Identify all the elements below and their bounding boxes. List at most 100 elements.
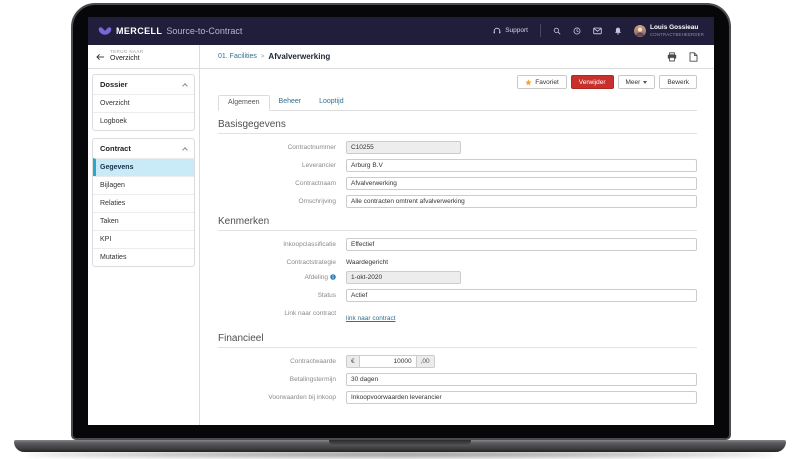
laptop-shadow [26, 451, 774, 458]
field-control [346, 238, 697, 251]
favorite-button[interactable]: Favoriet [517, 75, 567, 89]
support-button[interactable]: Support [493, 27, 528, 35]
brand-name: MERCELL [116, 26, 163, 36]
support-label: Support [505, 27, 528, 35]
chevron-up-icon [182, 146, 188, 153]
edit-label: Bewerk [667, 78, 689, 86]
tab-algemeen[interactable]: Algemeen [218, 95, 270, 111]
afdeling-input[interactable] [346, 271, 461, 284]
caret-down-icon [643, 80, 648, 84]
breadcrumb-separator: > [260, 53, 265, 60]
contractnummer-input[interactable] [346, 141, 461, 154]
contractwaarde-label: Contractwaarde [290, 358, 336, 365]
status-label: Status [317, 292, 336, 299]
section-title-kenmerken: Kenmerken [218, 216, 697, 231]
sidebar-group-dossier: Dossier Overzicht Logboek [92, 74, 195, 131]
contractnaam-input[interactable] [346, 177, 697, 190]
history-icon[interactable] [573, 27, 581, 35]
leverancier-input[interactable] [346, 159, 697, 172]
contract-link[interactable]: link naar contract [346, 315, 396, 322]
form-row: Contractnaam [218, 177, 697, 190]
field-control [346, 391, 697, 404]
tab-bar: Algemeen Beheer Looptijd [218, 95, 697, 111]
tab-beheer[interactable]: Beheer [278, 98, 302, 105]
field-control: Waardegericht [346, 256, 697, 266]
contractstrategie-value: Waardegericht [346, 259, 389, 266]
form-row: Betalingstermijn [218, 373, 697, 386]
inkoopclassificatie-label: Inkoopclassificatie [283, 241, 336, 248]
breadcrumb: 01. Facilities > Afvalverwerking [200, 45, 667, 68]
field-control [346, 271, 697, 284]
voorwaarden-bij-inkoop-input[interactable] [346, 391, 697, 404]
contractwaarde-input-group: € ,00 [346, 355, 435, 368]
status-input[interactable] [346, 289, 697, 302]
laptop-base-notch [329, 440, 471, 446]
inkoopclassificatie-input[interactable] [346, 238, 697, 251]
voorwaarden-bij-inkoop-label: Voorwaarden bij inkoop [268, 394, 336, 401]
user-role: CONTRACTBEHEERDER [649, 32, 704, 38]
contractwaarde-input[interactable] [358, 355, 417, 368]
form-row: Voorwaarden bij inkoop [218, 391, 697, 404]
form-row: Inkoopclassificatie [218, 238, 697, 251]
section-title-basisgegevens: Basisgegevens [218, 119, 697, 134]
user-name: Louis Gossieau [649, 24, 699, 32]
sidebar-item-gegevens[interactable]: Gegevens [93, 158, 194, 176]
brand-product: Source-to-Contract [166, 26, 243, 36]
sidebar: Dossier Overzicht Logboek Contract Gegev… [88, 69, 200, 425]
sidebar-group-contract: Contract Gegevens Bijlagen Relaties Take… [92, 138, 195, 267]
leverancier-label: Leverancier [302, 162, 336, 169]
betalingstermijn-input[interactable] [346, 373, 697, 386]
back-button[interactable]: TERUG NAAR Overzicht [88, 45, 200, 68]
link-naar-contract-label: Link naar contract [284, 310, 336, 317]
omschrijving-input[interactable] [346, 195, 697, 208]
sidebar-item-logboek[interactable]: Logboek [93, 112, 194, 130]
delete-label: Verwijder [578, 78, 606, 86]
back-arrow-icon [96, 53, 105, 61]
contractnummer-label: Contractnummer [287, 144, 336, 151]
edit-button[interactable]: Bewerk [659, 75, 697, 89]
breadcrumb-parent-link[interactable]: 01. Facilities [218, 53, 257, 60]
laptop-frame: MERCELL Source-to-Contract Support [71, 3, 731, 440]
tab-looptijd[interactable]: Looptijd [319, 98, 344, 105]
document-export-icon[interactable] [689, 51, 698, 62]
back-small-label: TERUG NAAR [110, 49, 144, 55]
brand-logo[interactable]: MERCELL Source-to-Contract [98, 26, 242, 36]
contractstrategie-label: Contractstrategie [286, 259, 337, 266]
more-button[interactable]: Meer [617, 75, 656, 89]
sidebar-group-dossier-header[interactable]: Dossier [93, 75, 194, 94]
subheader: TERUG NAAR Overzicht 01. Facilities > Af… [88, 45, 714, 69]
back-text: TERUG NAAR Overzicht [110, 49, 144, 63]
app-body: Dossier Overzicht Logboek Contract Gegev… [88, 69, 714, 425]
mail-icon[interactable] [593, 27, 602, 35]
sidebar-group-contract-header[interactable]: Contract [93, 139, 194, 158]
decimals-suffix: ,00 [416, 355, 435, 368]
sidebar-group-title: Dossier [100, 80, 128, 89]
form-row: Afdeling [218, 271, 697, 284]
omschrijving-label: Omschrijving [298, 198, 336, 205]
sidebar-item-overzicht[interactable]: Overzicht [93, 94, 194, 112]
delete-button[interactable]: Verwijder [570, 75, 614, 89]
sidebar-item-taken[interactable]: Taken [93, 212, 194, 230]
betalingstermijn-label: Betalingstermijn [289, 376, 336, 383]
sidebar-item-kpi[interactable]: KPI [93, 230, 194, 248]
navbar-right: Support [493, 24, 704, 38]
back-target-label: Overzicht [110, 54, 140, 62]
subheader-icons [667, 45, 698, 68]
user-menu[interactable]: Louis Gossieau CONTRACTBEHEERDER [633, 24, 704, 38]
notifications-bell-icon[interactable] [614, 27, 622, 35]
search-icon[interactable] [553, 27, 561, 35]
field-control [346, 373, 697, 386]
sidebar-item-bijlagen[interactable]: Bijlagen [93, 176, 194, 194]
favorite-label: Favoriet [535, 78, 559, 86]
laptop-screen: MERCELL Source-to-Contract Support [88, 17, 714, 425]
sidebar-item-mutaties[interactable]: Mutaties [93, 248, 194, 266]
print-icon[interactable] [667, 51, 677, 62]
chevron-up-icon [182, 82, 188, 89]
user-avatar [633, 24, 646, 37]
sidebar-item-relaties[interactable]: Relaties [93, 194, 194, 212]
action-buttons: Favoriet Verwijder Meer Bewerk [218, 75, 697, 89]
info-icon[interactable] [330, 274, 336, 280]
contractnaam-label: Contractnaam [295, 180, 336, 187]
currency-prefix: € [346, 355, 359, 368]
